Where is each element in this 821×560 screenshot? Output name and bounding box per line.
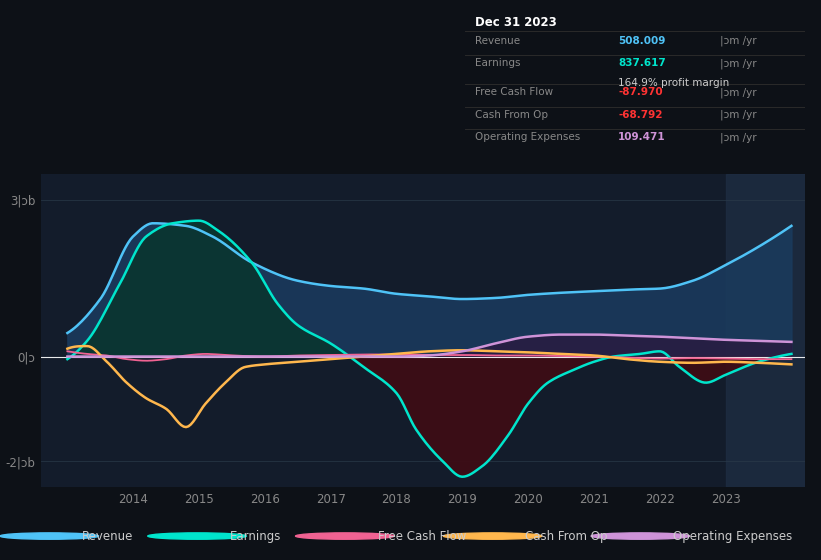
Text: |ɔm /yr: |ɔm /yr	[720, 58, 757, 69]
Text: |ɔm /yr: |ɔm /yr	[720, 87, 757, 97]
Text: 508.009: 508.009	[618, 36, 665, 45]
Text: |ɔm /yr: |ɔm /yr	[720, 36, 757, 46]
Text: Free Cash Flow: Free Cash Flow	[475, 87, 553, 97]
Bar	[726, 174, 821, 487]
Text: Revenue: Revenue	[475, 36, 520, 45]
Text: Cash From Op: Cash From Op	[525, 530, 608, 543]
Text: -87.970: -87.970	[618, 87, 663, 97]
Text: Operating Expenses: Operating Expenses	[475, 132, 580, 142]
Text: |ɔm /yr: |ɔm /yr	[720, 110, 757, 120]
Text: Dec 31 2023: Dec 31 2023	[475, 16, 557, 29]
Text: Earnings: Earnings	[230, 530, 282, 543]
Circle shape	[296, 533, 394, 539]
Text: Revenue: Revenue	[82, 530, 134, 543]
Circle shape	[443, 533, 542, 539]
Text: Earnings: Earnings	[475, 58, 521, 68]
Circle shape	[0, 533, 99, 539]
Text: |ɔm /yr: |ɔm /yr	[720, 132, 757, 143]
Text: 164.9% profit margin: 164.9% profit margin	[618, 78, 729, 88]
Text: 109.471: 109.471	[618, 132, 666, 142]
Text: -68.792: -68.792	[618, 110, 663, 120]
Circle shape	[148, 533, 246, 539]
Circle shape	[591, 533, 690, 539]
Text: Operating Expenses: Operating Expenses	[673, 530, 792, 543]
Text: 837.617: 837.617	[618, 58, 666, 68]
Text: Cash From Op: Cash From Op	[475, 110, 548, 120]
Text: Free Cash Flow: Free Cash Flow	[378, 530, 466, 543]
